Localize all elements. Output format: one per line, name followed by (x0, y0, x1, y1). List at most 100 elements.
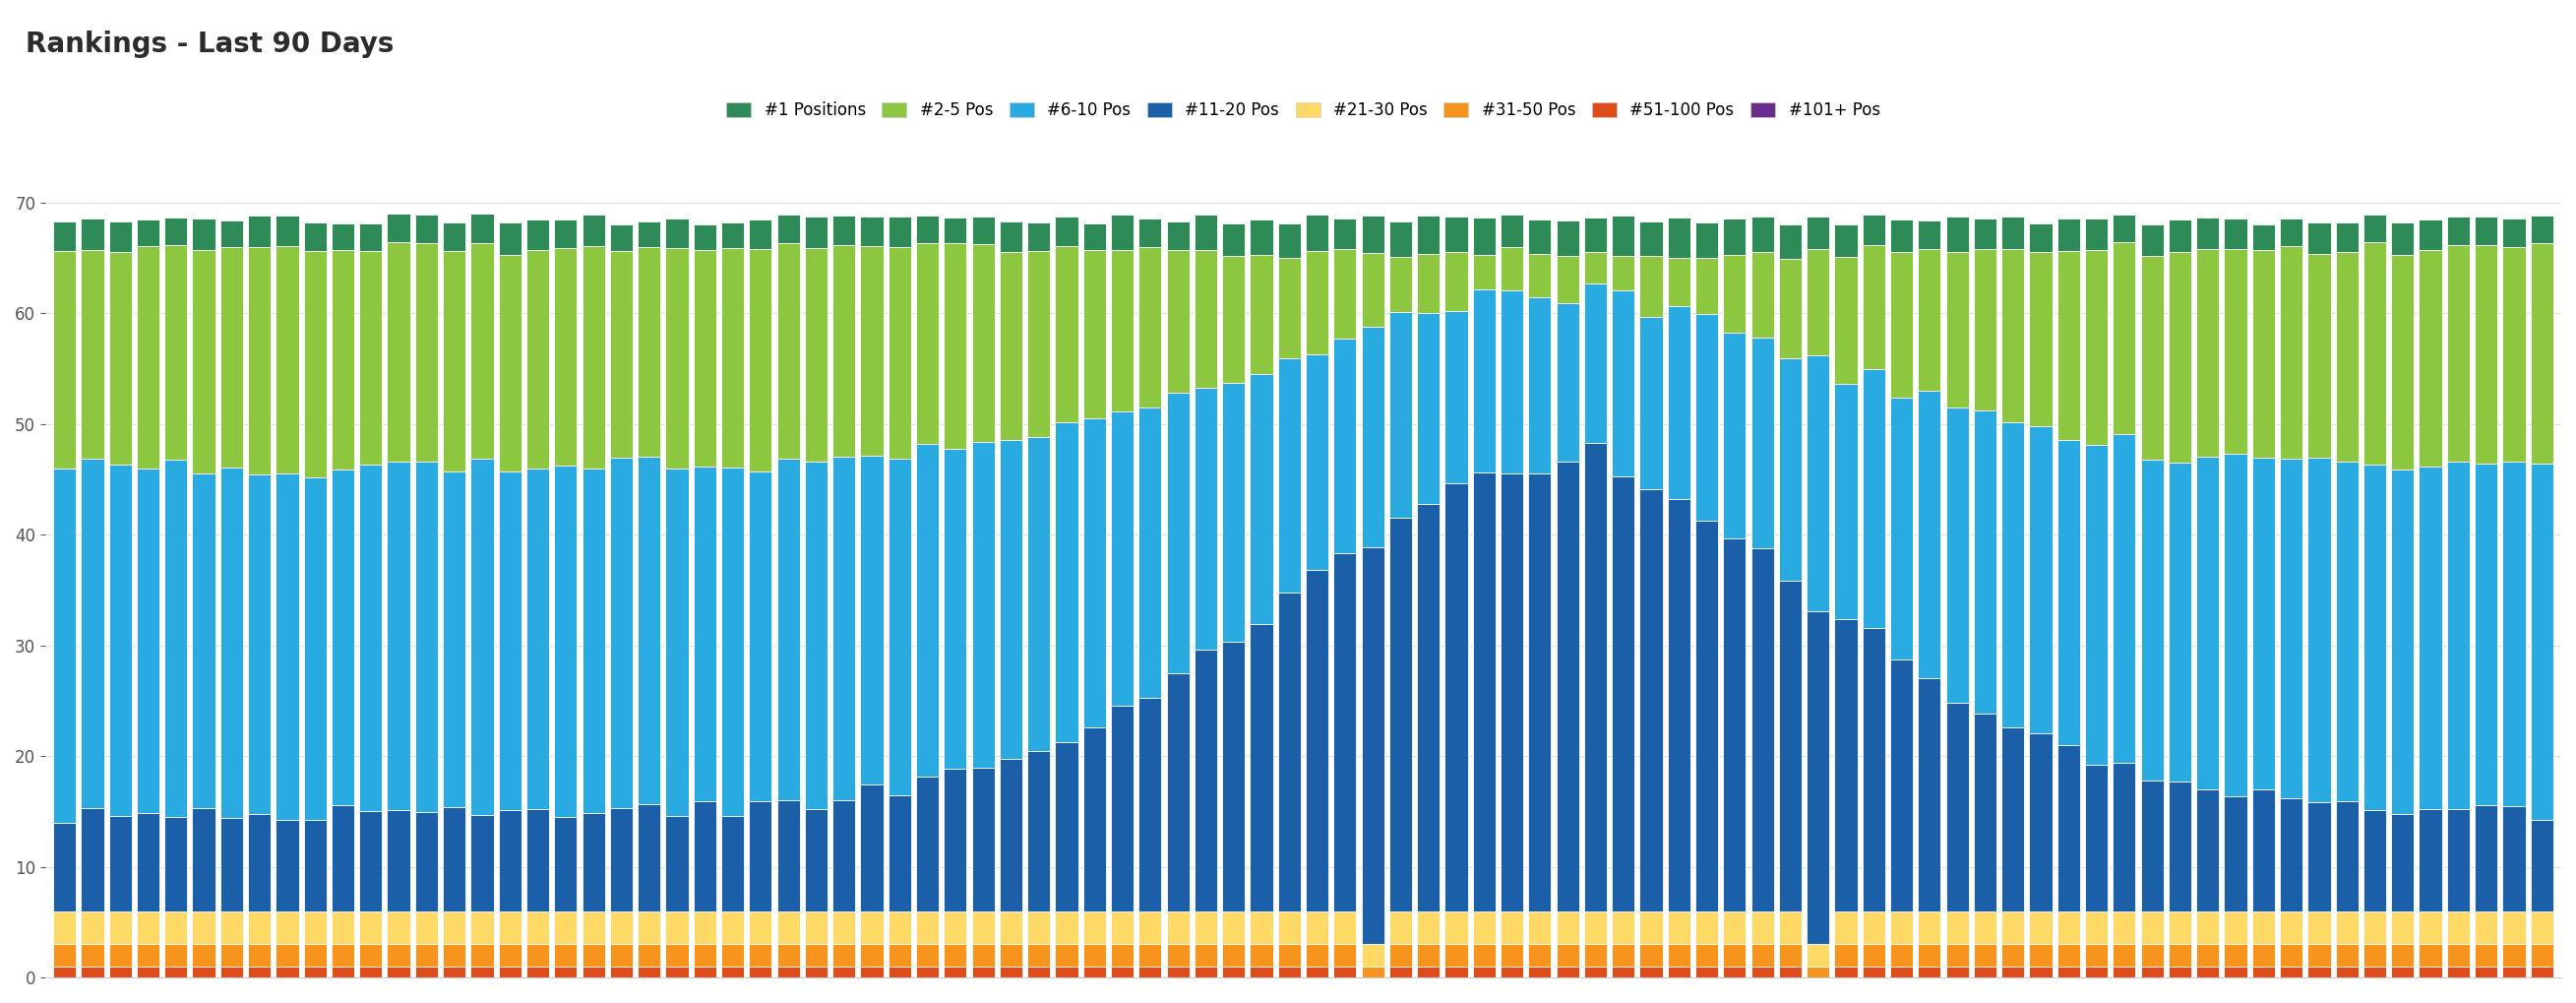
Bar (165, 966, 188, 977)
Bar (193, 966, 216, 977)
Bar (1195, 650, 1218, 911)
Bar (1028, 223, 1051, 252)
Bar (1752, 337, 1775, 548)
Bar (1110, 215, 1133, 250)
Bar (276, 820, 299, 911)
Bar (471, 966, 495, 977)
Bar (1445, 217, 1468, 252)
Bar (1221, 223, 1244, 256)
Bar (1167, 673, 1190, 911)
Bar (500, 809, 520, 911)
Bar (1445, 483, 1468, 911)
Bar (332, 966, 355, 977)
Bar (1919, 390, 1940, 678)
Bar (358, 811, 381, 911)
Bar (1780, 581, 1801, 911)
Bar (693, 224, 716, 250)
Bar (80, 219, 103, 250)
Bar (2308, 457, 2331, 802)
Bar (1945, 966, 1968, 977)
Bar (1723, 219, 1747, 255)
Bar (1221, 641, 1244, 911)
Bar (1891, 398, 1914, 660)
Bar (804, 248, 827, 461)
Bar (443, 471, 466, 807)
Bar (193, 944, 216, 966)
Bar (917, 216, 938, 244)
Bar (611, 911, 634, 944)
Bar (1556, 256, 1579, 303)
Bar (1139, 698, 1162, 911)
Bar (1028, 252, 1051, 437)
Bar (1780, 259, 1801, 359)
Bar (2476, 245, 2499, 463)
Bar (1613, 911, 1636, 944)
Bar (721, 944, 744, 966)
Bar (1862, 215, 1886, 245)
Bar (1891, 252, 1914, 398)
Bar (1834, 619, 1857, 911)
Bar (2223, 219, 2246, 249)
Bar (1723, 333, 1747, 539)
Bar (639, 944, 659, 966)
Bar (665, 816, 688, 911)
Bar (415, 911, 438, 944)
Bar (1167, 911, 1190, 944)
Bar (304, 252, 327, 477)
Bar (2280, 246, 2303, 459)
Bar (2308, 223, 2331, 254)
Bar (1834, 944, 1857, 966)
Bar (1334, 911, 1358, 944)
Bar (2280, 966, 2303, 977)
Bar (2336, 801, 2360, 911)
Bar (1306, 570, 1329, 911)
Bar (137, 944, 160, 966)
Bar (2501, 806, 2524, 911)
Bar (2169, 253, 2192, 462)
Bar (665, 944, 688, 966)
Bar (1695, 314, 1718, 521)
Bar (1249, 966, 1273, 977)
Bar (2336, 462, 2360, 801)
Bar (1139, 219, 1162, 247)
Bar (332, 911, 355, 944)
Bar (1862, 966, 1886, 977)
Bar (443, 251, 466, 471)
Bar (1556, 911, 1579, 944)
Bar (1167, 393, 1190, 673)
Bar (247, 216, 270, 248)
Bar (1028, 911, 1051, 944)
Bar (2362, 215, 2385, 243)
Bar (639, 222, 659, 248)
Bar (2223, 249, 2246, 453)
Bar (415, 966, 438, 977)
Bar (471, 244, 495, 458)
Bar (1249, 219, 1273, 255)
Bar (804, 944, 827, 966)
Bar (358, 251, 381, 464)
Bar (2112, 215, 2136, 243)
Bar (80, 250, 103, 458)
Bar (304, 944, 327, 966)
Bar (415, 243, 438, 461)
Bar (443, 966, 466, 977)
Bar (889, 217, 912, 247)
Bar (2002, 911, 2025, 944)
Bar (1780, 224, 1801, 259)
Bar (443, 944, 466, 966)
Bar (2197, 911, 2218, 944)
Bar (2141, 256, 2164, 459)
Bar (611, 808, 634, 911)
Bar (582, 468, 605, 812)
Bar (2251, 789, 2275, 911)
Bar (526, 468, 549, 809)
Bar (1195, 911, 1218, 944)
Bar (1306, 911, 1329, 944)
Bar (247, 911, 270, 944)
Bar (999, 440, 1023, 759)
Bar (276, 473, 299, 820)
Bar (1528, 297, 1551, 473)
Bar (1667, 966, 1690, 977)
Bar (1056, 422, 1077, 742)
Bar (1388, 257, 1412, 312)
